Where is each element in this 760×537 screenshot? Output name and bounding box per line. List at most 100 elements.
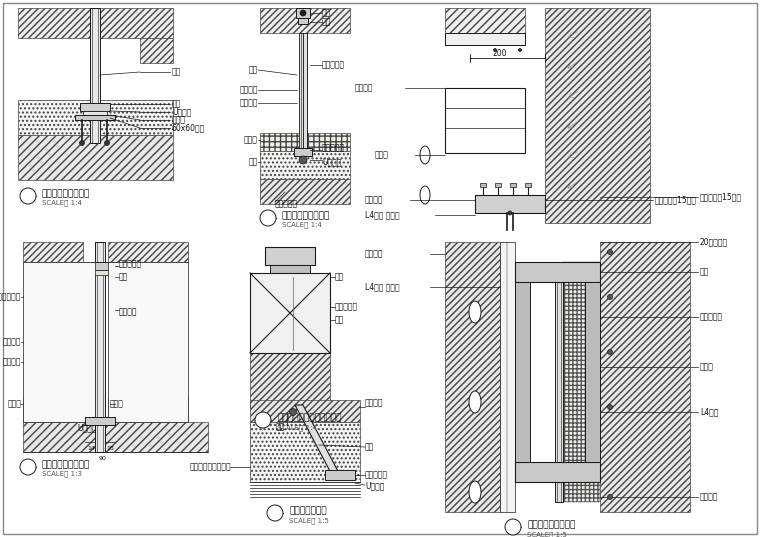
Circle shape — [260, 210, 276, 226]
Bar — [515, 262, 600, 282]
Bar — [23, 242, 83, 262]
Text: 膨胀螺栓: 膨胀螺栓 — [365, 195, 384, 205]
Bar — [95, 242, 105, 452]
Bar — [270, 265, 310, 273]
Text: 清玻璃胶: 清玻璃胶 — [2, 337, 21, 346]
Text: 木工板基础饰面材料: 木工板基础饰面材料 — [190, 462, 232, 471]
Text: 清玻璃缝: 清玻璃缝 — [2, 358, 21, 366]
Text: 14: 14 — [87, 446, 95, 451]
Bar — [108, 397, 188, 422]
Text: 一般插地玻璃节点图: 一般插地玻璃节点图 — [282, 212, 331, 221]
Circle shape — [607, 250, 613, 255]
Text: 角铁: 角铁 — [119, 272, 128, 281]
Text: 玻璃: 玻璃 — [365, 442, 374, 452]
Bar — [500, 242, 515, 512]
Circle shape — [290, 409, 296, 416]
Text: U型卡槽: U型卡槽 — [172, 107, 192, 117]
Circle shape — [607, 404, 613, 410]
Bar — [325, 470, 355, 480]
Bar — [480, 183, 486, 187]
Bar — [475, 195, 545, 213]
Text: 帘顶高度: 帘顶高度 — [355, 83, 373, 92]
Text: 角铁: 角铁 — [322, 18, 331, 26]
Text: 大理石: 大理石 — [244, 135, 258, 144]
Circle shape — [300, 10, 306, 16]
Bar — [515, 462, 600, 482]
Bar — [585, 282, 600, 462]
Bar — [260, 179, 350, 204]
Bar — [445, 33, 525, 45]
Text: 20厚石材面: 20厚石材面 — [700, 237, 728, 246]
Bar — [23, 397, 95, 422]
Bar — [294, 148, 312, 156]
Bar — [525, 183, 531, 187]
Text: 防潮石膏板油漆: 防潮石膏板油漆 — [0, 293, 21, 301]
Circle shape — [20, 459, 36, 475]
Text: 强化玻璃: 强化玻璃 — [119, 308, 138, 316]
Circle shape — [299, 156, 307, 164]
Bar — [445, 242, 500, 512]
Polygon shape — [295, 405, 340, 475]
Text: 不锈钢构水玻璃隔断节点图: 不锈钢构水玻璃隔断节点图 — [277, 413, 341, 423]
Bar — [600, 242, 690, 512]
Circle shape — [80, 141, 84, 146]
Bar — [250, 422, 360, 482]
Text: 18: 18 — [106, 446, 114, 451]
Bar — [23, 262, 95, 422]
Ellipse shape — [420, 186, 430, 204]
Bar — [83, 111, 107, 115]
Text: 透明玻璃胶: 透明玻璃胶 — [322, 143, 345, 153]
Bar — [515, 282, 530, 462]
Text: 饰面材料: 饰面材料 — [365, 398, 384, 408]
Bar — [250, 400, 360, 422]
Text: 胶垫: 胶垫 — [276, 423, 285, 432]
Bar — [445, 8, 525, 33]
Bar — [75, 115, 115, 120]
Text: 打胶: 打胶 — [172, 99, 181, 108]
Circle shape — [255, 412, 271, 428]
Text: U型卡槽: U型卡槽 — [322, 157, 341, 166]
Text: SCALE： 1:4: SCALE： 1:4 — [277, 425, 317, 431]
Text: 原有结构层: 原有结构层 — [275, 200, 298, 208]
Bar — [85, 262, 115, 270]
Circle shape — [20, 188, 36, 204]
Circle shape — [493, 48, 496, 52]
Text: 特殊玻璃: 特殊玻璃 — [239, 98, 258, 107]
Text: SCALE： 1:5: SCALE： 1:5 — [289, 518, 329, 524]
Text: 特殊玻璃: 特殊玻璃 — [239, 85, 258, 95]
Text: 钢化玻璃（15厚）: 钢化玻璃（15厚） — [655, 195, 697, 205]
Text: U型卡槽: U型卡槽 — [365, 482, 385, 490]
Bar — [250, 273, 330, 353]
Bar — [108, 242, 188, 262]
Text: 透明玻璃胶: 透明玻璃胶 — [365, 470, 388, 480]
Text: 胶垫: 胶垫 — [322, 9, 331, 18]
Text: 沙浆: 沙浆 — [249, 157, 258, 166]
Bar — [85, 270, 115, 275]
Bar — [250, 353, 330, 408]
Text: 油漆: 油漆 — [249, 66, 258, 75]
Text: 浴室隔墙玻璃节点图: 浴室隔墙玻璃节点图 — [42, 461, 90, 469]
Ellipse shape — [469, 481, 481, 503]
Bar — [260, 151, 350, 179]
Text: 膨胀螺栓: 膨胀螺栓 — [365, 250, 384, 258]
Text: 透明玻璃胶: 透明玻璃胶 — [322, 61, 345, 69]
Bar — [85, 417, 115, 425]
Bar — [510, 183, 516, 187]
Bar — [555, 262, 563, 502]
Text: 膨胀螺栓: 膨胀螺栓 — [700, 492, 718, 502]
Text: 大理石: 大理石 — [110, 400, 124, 409]
Bar — [265, 247, 315, 265]
Circle shape — [607, 294, 613, 300]
Bar — [260, 133, 350, 151]
Text: 大型插地玻璃节点图: 大型插地玻璃节点图 — [42, 190, 90, 199]
Text: L4角钢 饰面板: L4角钢 饰面板 — [365, 211, 400, 220]
Circle shape — [607, 495, 613, 499]
Text: 木方: 木方 — [335, 316, 344, 324]
Circle shape — [607, 350, 613, 354]
Ellipse shape — [469, 301, 481, 323]
Bar — [108, 262, 188, 422]
Bar — [545, 8, 650, 223]
Circle shape — [508, 211, 512, 215]
Circle shape — [267, 505, 283, 521]
Bar — [299, 33, 303, 148]
